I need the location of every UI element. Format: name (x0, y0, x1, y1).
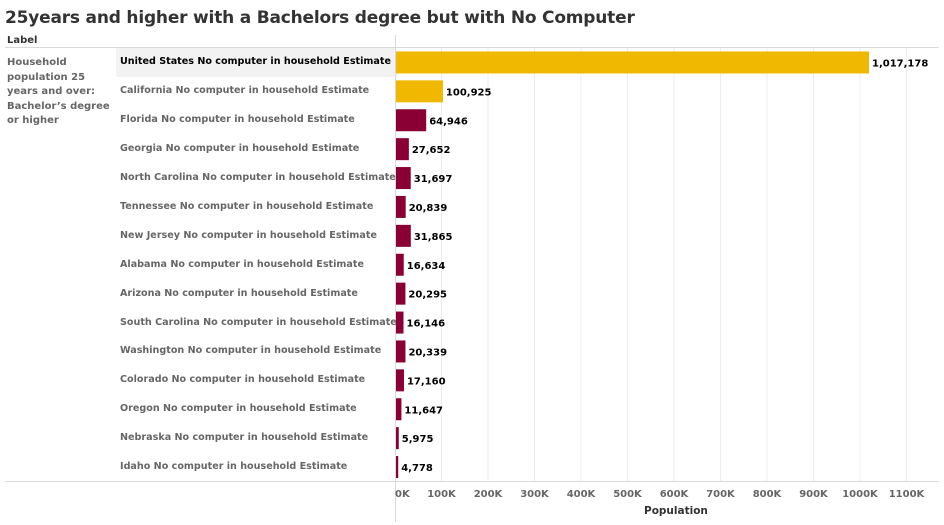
x-tick-label: 1000K (842, 489, 879, 500)
category-label[interactable]: New Jersey No computer in household Esti… (120, 229, 377, 241)
x-tick-label: 300K (520, 489, 550, 500)
data-label: 31,697 (414, 174, 453, 185)
data-label: 31,865 (414, 232, 453, 243)
data-label: 16,634 (407, 261, 446, 272)
category-label[interactable]: Nebraska No computer in household Estima… (120, 432, 369, 444)
category-label[interactable]: Colorado No computer in household Estima… (120, 374, 366, 386)
category-label[interactable]: Idaho No computer in household Estimate (120, 461, 348, 473)
x-tick-label: 600K (660, 489, 690, 500)
bar[interactable] (396, 398, 402, 421)
bar[interactable] (396, 340, 406, 363)
category-label[interactable]: Arizona No computer in household Estimat… (120, 287, 358, 299)
data-label: 20,839 (409, 203, 448, 214)
bar[interactable] (396, 167, 411, 190)
category-label[interactable]: Washington No computer in household Esti… (120, 345, 382, 357)
label-column-header: Label (7, 35, 38, 46)
category-label[interactable]: South Carolina No computer in household … (120, 316, 397, 328)
selected-row-highlight (116, 48, 395, 77)
bar[interactable] (396, 369, 404, 392)
data-label: 11,647 (404, 405, 443, 416)
bar[interactable] (396, 427, 399, 450)
header-divider (5, 47, 939, 48)
category-label[interactable]: Oregon No computer in household Estimate (120, 403, 357, 415)
data-label: 4,778 (401, 463, 433, 474)
bar[interactable] (396, 109, 427, 132)
category-label[interactable]: Florida No computer in household Estimat… (120, 114, 355, 126)
bar[interactable] (396, 51, 869, 74)
x-tick-label: 900K (799, 489, 829, 500)
category-label[interactable]: North Carolina No computer in household … (120, 172, 396, 184)
pane-divider (395, 35, 396, 522)
data-label: 16,146 (407, 319, 446, 330)
bar[interactable] (396, 80, 443, 103)
category-label[interactable]: California No computer in household Esti… (120, 85, 370, 97)
bar[interactable] (396, 195, 406, 218)
category-label[interactable]: United States No computer in household E… (120, 56, 391, 68)
group-label: Household population 25 years and over: … (7, 57, 110, 126)
category-label[interactable]: Georgia No computer in household Estimat… (120, 143, 360, 155)
category-label[interactable]: Tennessee No computer in household Estim… (120, 200, 374, 212)
bar[interactable] (396, 224, 411, 247)
data-label: 100,925 (446, 87, 492, 98)
data-label: 1,017,178 (872, 58, 928, 69)
x-tick-label: 100K (427, 489, 457, 500)
axis-divider (5, 481, 939, 482)
bar[interactable] (396, 253, 404, 276)
x-tick-label: 800K (753, 489, 783, 500)
x-axis-title: Population (644, 505, 708, 517)
data-label: 5,975 (402, 434, 434, 445)
data-label: 20,339 (408, 347, 447, 358)
x-tick-label: 200K (474, 489, 504, 500)
data-label: 17,160 (407, 376, 446, 387)
x-tick-label: 1100K (889, 489, 926, 500)
chart-title: 25years and higher with a Bachelors degr… (5, 8, 635, 28)
bar[interactable] (396, 311, 404, 334)
x-tick-label: 500K (613, 489, 643, 500)
x-tick-label: 400K (567, 489, 597, 500)
x-tick-label: 700K (706, 489, 736, 500)
data-label: 27,652 (412, 145, 451, 156)
data-label: 64,946 (429, 116, 468, 127)
bar[interactable] (396, 282, 406, 305)
data-label: 20,295 (408, 290, 447, 301)
x-tick-label: 0K (395, 489, 411, 500)
bar[interactable] (396, 456, 399, 479)
bar[interactable] (396, 138, 409, 161)
category-label[interactable]: Alabama No computer in household Estimat… (120, 258, 364, 270)
